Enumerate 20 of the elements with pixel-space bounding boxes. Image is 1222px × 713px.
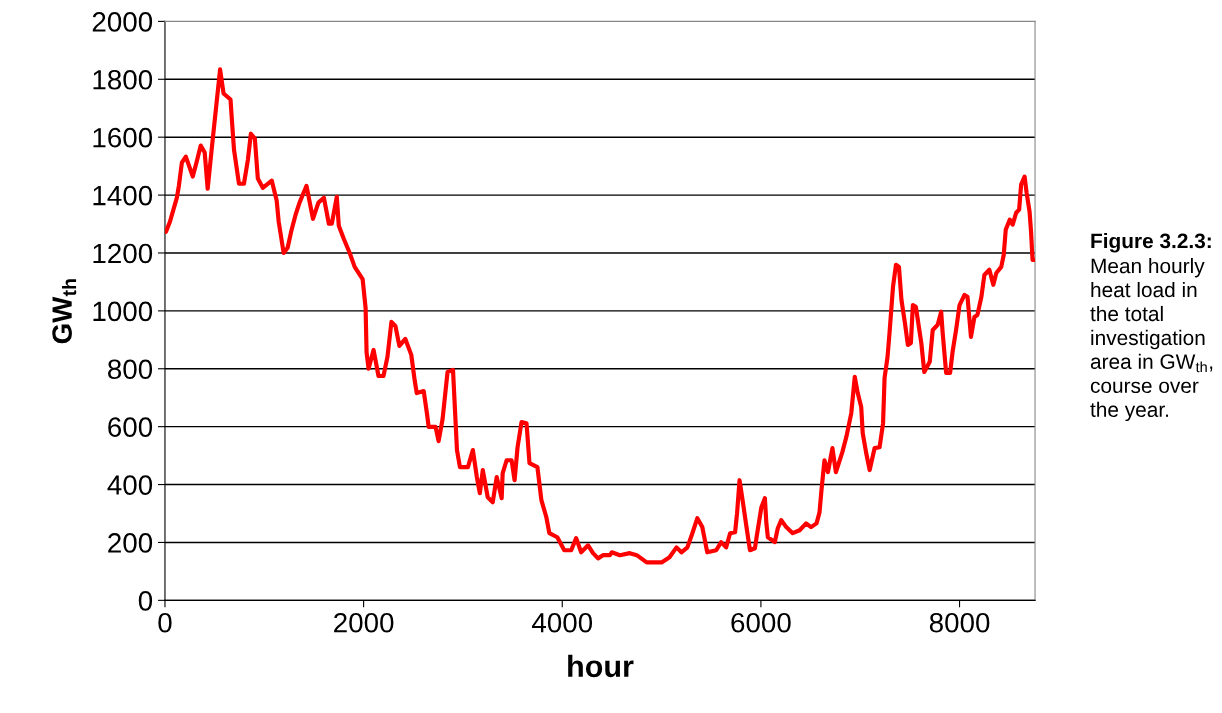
x-axis-title: hour	[568, 654, 634, 678]
x-tick-label: 4000	[532, 612, 593, 633]
y-tick-label: 1200	[93, 243, 153, 264]
y-axis-title: GW$_{th}$	[52, 279, 77, 344]
y-tick-label: 800	[108, 359, 153, 380]
y-tick-label: 1000	[93, 301, 153, 322]
x-tick-label: 6000	[731, 612, 791, 633]
x-tick-label: 8000	[929, 612, 990, 633]
caption: Figure 3.2.3:	[1091, 233, 1211, 253]
y-tick-label: 1800	[93, 69, 153, 90]
y-tick-label: 1600	[93, 127, 153, 148]
y-tick-label: 600	[108, 417, 153, 437]
x-tick-label: 0	[158, 612, 172, 633]
y-tick-label: 0	[138, 591, 153, 611]
text: Mean hourly heat load in the total investigation area in GW$_{th}$, course over the year.	[1090, 258, 1213, 422]
x-tick-label: 2000	[334, 612, 394, 633]
y-tick-label: 1400	[93, 185, 153, 206]
y-tick-label: 400	[107, 475, 153, 495]
y-tick-label: 2000	[92, 12, 153, 32]
y-tick-label: 200	[108, 533, 153, 553]
